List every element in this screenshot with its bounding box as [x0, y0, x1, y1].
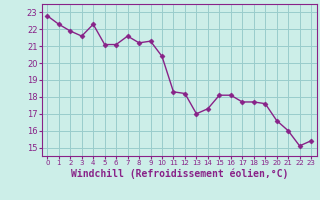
- X-axis label: Windchill (Refroidissement éolien,°C): Windchill (Refroidissement éolien,°C): [70, 169, 288, 179]
